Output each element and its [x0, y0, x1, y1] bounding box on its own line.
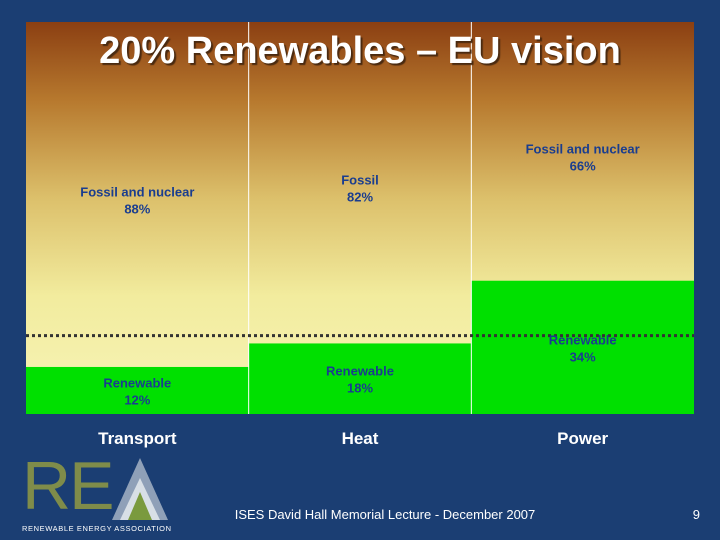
- category-label-transport: Transport: [98, 429, 177, 448]
- label-renewable-transport-value: 12%: [124, 392, 150, 407]
- label-renewable-heat-value: 18%: [347, 381, 373, 396]
- label-fossil-heat-name: Fossil: [341, 173, 379, 188]
- label-fossil-transport-value: 88%: [124, 201, 150, 216]
- label-renewable-heat-name: Renewable: [326, 364, 394, 379]
- label-fossil-transport-name: Fossil and nuclear: [80, 184, 194, 199]
- bar-renewable-transport: [26, 366, 249, 414]
- category-label-power: Power: [557, 429, 608, 448]
- label-fossil-heat-value: 82%: [347, 190, 373, 205]
- bar-renewable-heat: [248, 343, 472, 414]
- label-fossil-power-value: 66%: [570, 158, 596, 173]
- label-renewable-power-value: 34%: [570, 349, 596, 364]
- category-label-heat: Heat: [342, 429, 379, 448]
- label-renewable-power-name: Renewable: [549, 332, 617, 347]
- bar-renewable-power: [471, 280, 694, 414]
- rea-logo: RE: [22, 452, 114, 520]
- page-number: 9: [692, 507, 700, 522]
- footer-text: ISES David Hall Memorial Lecture - Decem…: [234, 507, 536, 522]
- logo-subtitle: RENEWABLE ENERGY ASSOCIATION: [22, 524, 172, 533]
- logo-triangle-icon: [112, 458, 168, 520]
- label-renewable-transport-name: Renewable: [103, 375, 171, 390]
- slide-title: 20% Renewables – EU vision: [99, 30, 621, 72]
- logo-letters: RE: [22, 448, 114, 524]
- label-fossil-power-name: Fossil and nuclear: [526, 141, 640, 156]
